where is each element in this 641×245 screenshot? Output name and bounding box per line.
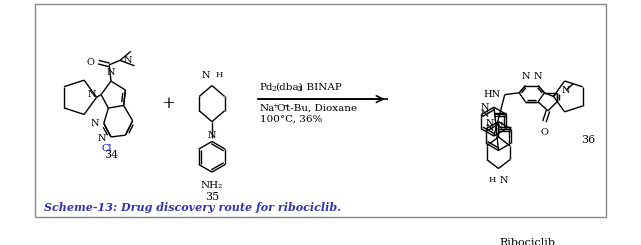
Text: N: N: [485, 124, 494, 133]
Text: Cl: Cl: [101, 144, 112, 153]
Text: Pd: Pd: [260, 83, 273, 92]
Text: N: N: [208, 131, 216, 140]
Text: N: N: [107, 69, 115, 77]
Text: H: H: [488, 176, 495, 184]
Text: O: O: [86, 58, 94, 67]
Text: (dba): (dba): [275, 83, 303, 92]
Text: Scheme-13: Drug discovery route for ribociclib.: Scheme-13: Drug discovery route for ribo…: [44, 202, 342, 213]
Text: Ribociclib: Ribociclib: [499, 238, 555, 245]
Text: N: N: [481, 110, 489, 119]
Text: N: N: [481, 103, 490, 112]
Text: N: N: [202, 71, 210, 80]
Text: N: N: [124, 56, 132, 65]
Text: N: N: [87, 90, 96, 99]
Text: N: N: [499, 176, 508, 185]
Text: 100°C, 36%: 100°C, 36%: [260, 114, 322, 123]
Text: N: N: [562, 86, 570, 95]
Text: Na: Na: [260, 104, 275, 113]
Text: N: N: [98, 134, 106, 143]
Text: 34: 34: [104, 150, 118, 160]
Text: O: O: [540, 128, 548, 137]
Text: 2: 2: [271, 85, 276, 93]
Text: 36: 36: [581, 135, 595, 145]
Text: NH₂: NH₂: [201, 181, 223, 190]
Text: t-Bu, Dioxane: t-Bu, Dioxane: [286, 104, 357, 113]
Text: HN: HN: [483, 90, 500, 99]
Text: +: +: [272, 102, 278, 110]
Text: O: O: [276, 104, 285, 113]
Text: 3: 3: [297, 85, 302, 93]
Text: 35: 35: [205, 192, 219, 202]
Text: N: N: [485, 119, 494, 128]
Text: −: −: [282, 102, 288, 110]
Text: N: N: [91, 119, 99, 128]
Text: N: N: [521, 72, 529, 81]
Text: +: +: [162, 95, 176, 112]
Text: , BINAP: , BINAP: [300, 83, 342, 92]
Text: H: H: [215, 71, 223, 79]
Text: N: N: [494, 122, 503, 131]
Text: N: N: [534, 72, 542, 81]
